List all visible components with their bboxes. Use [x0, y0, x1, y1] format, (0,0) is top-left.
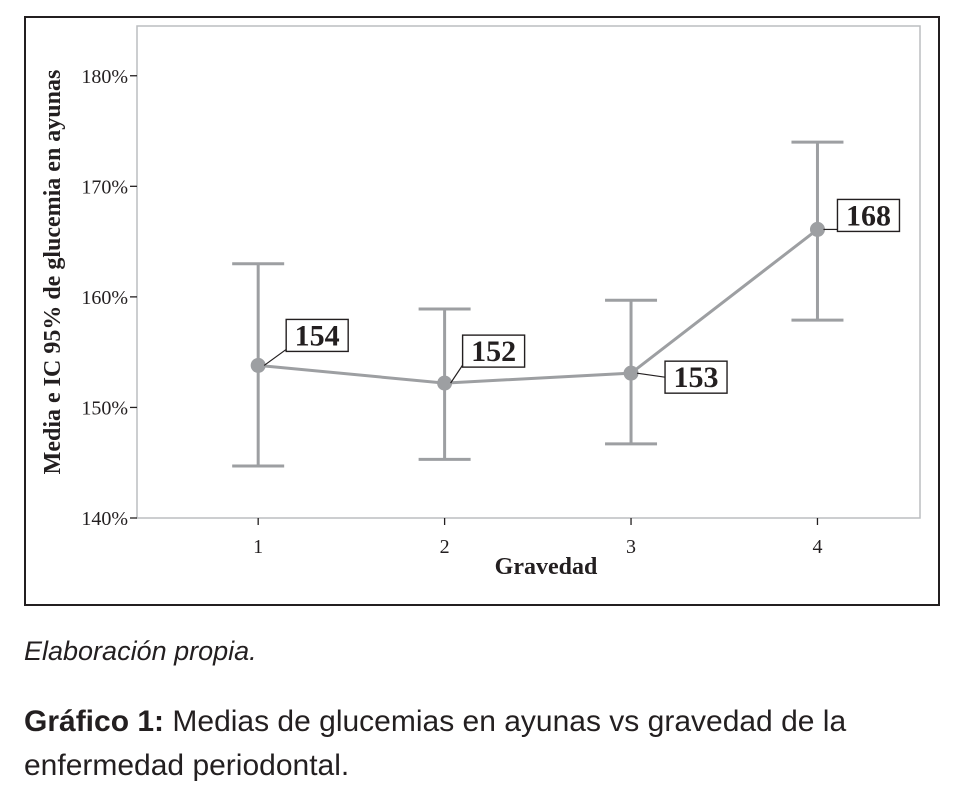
data-label-box — [664, 360, 728, 394]
x-tick-label: 2 — [440, 536, 450, 558]
y-axis-title: Media e IC 95% de glucemia en ayunas — [40, 70, 66, 475]
mean-line — [258, 228, 819, 385]
chart-frame: 140% 150% 160% 170% 180% 1 2 3 4 154 152 153 168 M… — [24, 16, 940, 606]
y-tick-label: 160% — [81, 287, 128, 309]
mean-point — [437, 375, 453, 391]
caption-label: Gráfico 1: — [24, 705, 165, 738]
source-note: Elaboración propia. — [24, 636, 257, 666]
y-tick-label: 170% — [81, 176, 128, 198]
data-label: 168 — [846, 199, 891, 232]
x-tick-label: 4 — [812, 536, 822, 558]
y-tick-label: 150% — [81, 397, 128, 419]
mean-point — [623, 365, 639, 381]
data-label-box — [461, 334, 526, 368]
data-label: 152 — [471, 335, 516, 368]
error-bar-chart: 140% 150% 160% 170% 180% 1 2 3 4 154 152 153 168 M… — [40, 25, 921, 580]
data-label: 153 — [674, 361, 719, 394]
caption-text: Medias de glucemias en ayunas vs graveda… — [24, 705, 847, 782]
data-label: 154 — [295, 319, 340, 352]
data-label-leader — [450, 364, 464, 384]
y-tick-label: 180% — [81, 66, 128, 88]
data-label-box — [836, 198, 901, 233]
y-tick-label: 140% — [81, 508, 128, 530]
data-label-leader — [636, 372, 666, 378]
x-tick-label: 1 — [253, 536, 263, 558]
x-axis-title: Gravedad — [495, 554, 598, 580]
x-tick-label: 3 — [626, 536, 636, 558]
mean-point — [809, 221, 825, 237]
figure-caption: Gráfico 1: Medias de glucemias en ayunas… — [24, 700, 934, 788]
data-label-leader — [263, 348, 287, 366]
mean-point — [250, 357, 266, 373]
data-label-box — [285, 318, 349, 353]
plot-area — [136, 25, 921, 519]
